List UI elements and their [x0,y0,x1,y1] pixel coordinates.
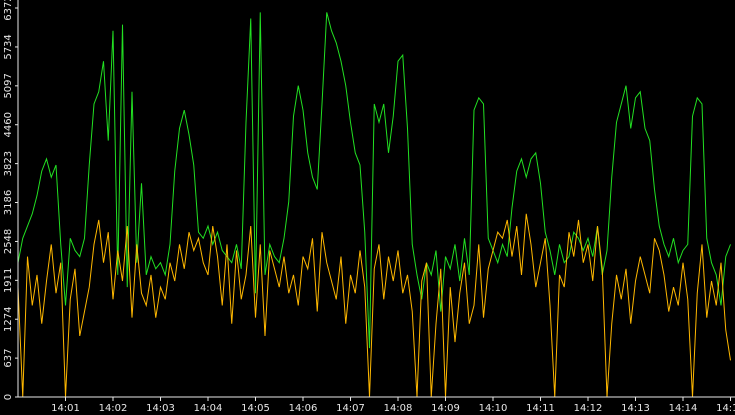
x-tick-label: 14:06 [289,403,318,414]
x-tick-label: 14:14 [669,403,698,414]
x-tick-label: 14:07 [336,403,365,414]
x-tick-label: 14:12 [574,403,603,414]
y-tick-label: 5734 [3,34,14,59]
x-tick-label: 14:09 [431,403,460,414]
y-tick-label: 6372 [3,0,14,21]
x-tick-label: 14:08 [384,403,413,414]
series-line [17,12,731,349]
x-tick-label: 14:03 [146,403,175,414]
y-tick-label: 4460 [3,112,14,137]
x-tick-label: 14:13 [621,403,650,414]
x-tick-label: 14:11 [526,403,555,414]
y-tick-label: 2548 [3,229,14,254]
y-tick-label: 5097 [3,73,14,98]
x-tick-label: 14:10 [479,403,508,414]
x-tick-label: 14:05 [241,403,270,414]
y-tick-label: 1911 [3,268,14,293]
y-tick-label: 637 [3,349,14,368]
x-tick-label: 14:01 [51,403,80,414]
y-tick-label: 0 [3,394,14,400]
x-tick-label: 14:02 [99,403,128,414]
y-tick-label: 3823 [3,151,14,176]
y-tick-label: 3186 [3,190,14,215]
series-line [17,213,731,398]
x-tick-label: 14:15 [716,403,735,414]
y-tick-label: 1274 [3,306,14,331]
x-tick-label: 14:04 [194,403,223,414]
